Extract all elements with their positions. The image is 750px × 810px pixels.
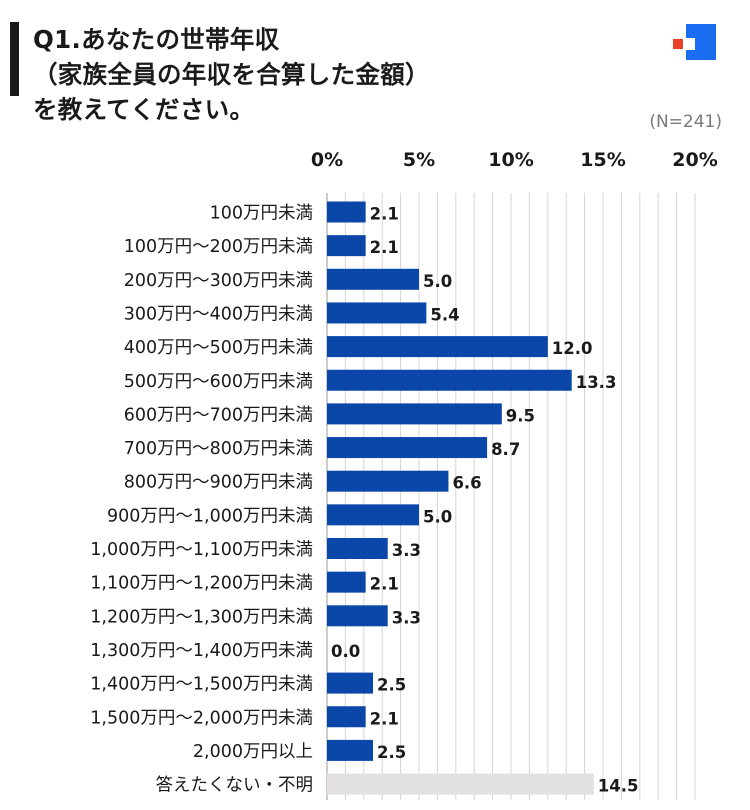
value-label: 2.1 bbox=[370, 575, 399, 594]
bar bbox=[327, 571, 366, 593]
bar bbox=[327, 706, 366, 728]
bar bbox=[327, 773, 594, 795]
bar bbox=[327, 369, 572, 391]
value-label: 13.3 bbox=[576, 373, 617, 392]
value-label: 9.5 bbox=[506, 406, 535, 425]
value-label: 2.5 bbox=[377, 676, 406, 695]
category-label: 1,000万円〜1,100万円未満 bbox=[90, 540, 313, 560]
logo-white-notch bbox=[681, 38, 695, 50]
bar bbox=[327, 538, 388, 559]
category-label: 100万円未満 bbox=[210, 204, 313, 224]
title-accent-bar bbox=[10, 22, 19, 96]
bar bbox=[327, 403, 502, 425]
title-line-1: Q1.あなたの世帯年収 bbox=[33, 25, 280, 54]
value-label: 0.0 bbox=[331, 642, 360, 661]
chart-title: Q1.あなたの世帯年収 （家族全員の年収を合算した金額） を教えてください。 bbox=[33, 22, 430, 127]
category-label: 900万円〜1,000万円未満 bbox=[107, 506, 313, 526]
bar bbox=[327, 672, 373, 694]
category-label: 400万円〜500万円未満 bbox=[124, 338, 313, 358]
value-label: 2.1 bbox=[370, 205, 399, 224]
bar bbox=[327, 235, 366, 257]
brand-logo-icon bbox=[673, 24, 716, 60]
value-label: 5.4 bbox=[430, 305, 459, 324]
category-label: 700万円〜800万円未満 bbox=[124, 439, 313, 459]
grid-lines bbox=[326, 193, 696, 800]
category-label: 1,500万円〜2,000万円未満 bbox=[90, 708, 313, 728]
value-labels: 2.12.15.05.412.013.39.58.76.65.03.32.13.… bbox=[331, 205, 639, 796]
category-label: 300万円〜400万円未満 bbox=[124, 304, 313, 324]
bar bbox=[327, 739, 373, 761]
category-label: 600万円〜700万円未満 bbox=[124, 405, 313, 425]
category-label: 2,000万円以上 bbox=[193, 742, 313, 762]
value-label: 2.5 bbox=[377, 743, 406, 762]
sample-size-label: (N=241) bbox=[649, 112, 722, 132]
value-label: 2.1 bbox=[370, 238, 399, 257]
value-label: 5.0 bbox=[423, 272, 452, 291]
bars bbox=[327, 201, 594, 795]
value-label: 3.3 bbox=[392, 608, 421, 627]
x-tick-label: 0% bbox=[311, 149, 343, 171]
category-label: 100万円〜200万円未満 bbox=[124, 237, 313, 257]
x-tick-label: 20% bbox=[672, 149, 717, 171]
category-label: 1,100万円〜1,200万円未満 bbox=[90, 574, 313, 594]
bar bbox=[327, 605, 388, 627]
x-axis-ticks: 0% 5% 10% 15% 20% bbox=[311, 149, 718, 171]
value-label: 8.7 bbox=[491, 440, 520, 459]
category-label: 1,300万円〜1,400万円未満 bbox=[90, 641, 313, 661]
value-label: 3.3 bbox=[392, 541, 421, 560]
bar bbox=[327, 504, 419, 526]
logo-red-square bbox=[673, 39, 683, 49]
x-tick-label: 5% bbox=[403, 149, 435, 171]
title-line-2: （家族全員の年収を合算した金額） bbox=[33, 60, 430, 89]
bar bbox=[327, 470, 449, 492]
value-label: 5.0 bbox=[423, 507, 452, 526]
value-label: 6.6 bbox=[452, 474, 481, 493]
category-label: 答えたくない・不明 bbox=[156, 776, 314, 796]
category-label: 1,400万円〜1,500万円未満 bbox=[90, 675, 313, 695]
x-tick-label: 10% bbox=[488, 149, 533, 171]
category-label: 800万円〜900万円未満 bbox=[124, 473, 313, 493]
category-labels: 100万円未満 100万円〜200万円未満 200万円〜300万円未満 300万円〜4… bbox=[90, 204, 313, 796]
bar bbox=[327, 336, 548, 358]
category-label: 1,200万円〜1,300万円未満 bbox=[90, 607, 313, 627]
value-label: 2.1 bbox=[370, 709, 399, 728]
category-label: 500万円〜600万円未満 bbox=[124, 372, 313, 392]
category-label: 200万円〜300万円未満 bbox=[124, 271, 313, 291]
bar bbox=[327, 302, 427, 324]
bar bbox=[327, 201, 366, 223]
value-label: 12.0 bbox=[552, 339, 593, 358]
bar bbox=[327, 437, 488, 459]
bar bbox=[327, 268, 419, 290]
title-line-3: を教えてください。 bbox=[33, 95, 255, 124]
value-label: 14.5 bbox=[598, 777, 639, 796]
x-tick-label: 15% bbox=[580, 149, 625, 171]
